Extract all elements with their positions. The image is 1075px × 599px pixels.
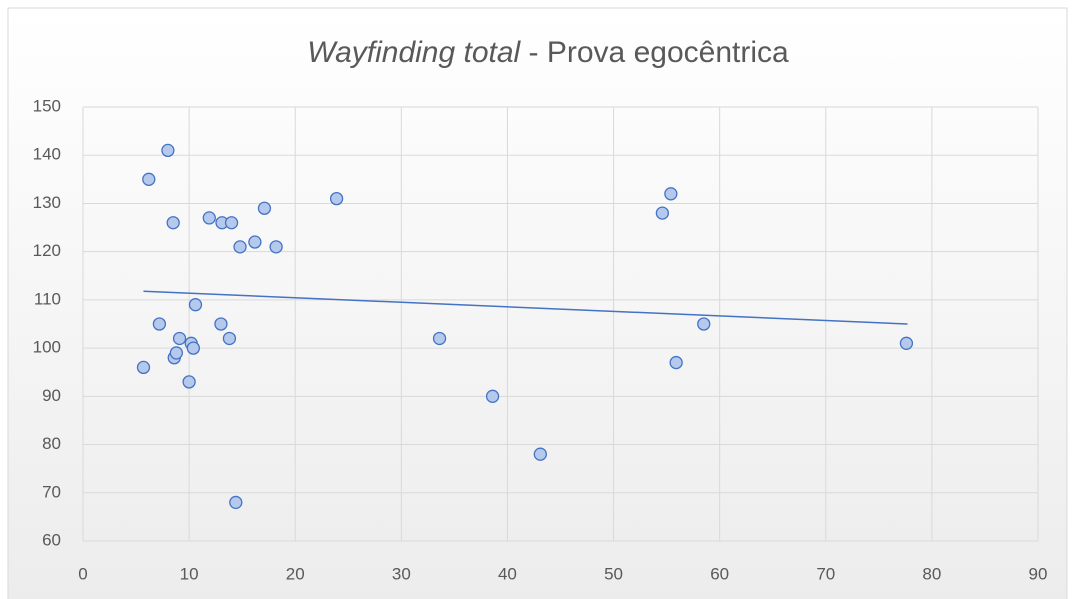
x-tick-label: 80 bbox=[922, 564, 941, 583]
point bbox=[161, 143, 175, 158]
point bbox=[533, 447, 547, 461]
y-tick-label: 90 bbox=[42, 386, 61, 405]
point bbox=[655, 206, 670, 220]
y-tick-label: 150 bbox=[33, 96, 61, 115]
y-tick-label: 140 bbox=[33, 145, 61, 164]
y-tick-label: 120 bbox=[33, 241, 61, 260]
point bbox=[233, 240, 247, 254]
chart-frame bbox=[7, 7, 1068, 599]
point bbox=[229, 495, 243, 510]
point bbox=[172, 331, 187, 346]
point bbox=[142, 172, 156, 186]
point bbox=[664, 187, 678, 201]
point bbox=[188, 298, 203, 312]
y-tick-label: 100 bbox=[33, 338, 61, 357]
y-tick-label: 80 bbox=[42, 434, 61, 453]
point bbox=[269, 240, 283, 254]
title-italic: Wayfinding total bbox=[307, 36, 521, 69]
point bbox=[248, 235, 262, 249]
y-tick-label: 130 bbox=[33, 193, 61, 212]
y-tick-label: 110 bbox=[34, 289, 61, 308]
point bbox=[136, 360, 151, 375]
point bbox=[224, 216, 239, 230]
trendline bbox=[143, 290, 908, 325]
x-tick-label: 90 bbox=[1029, 564, 1048, 583]
point bbox=[697, 317, 711, 331]
point bbox=[432, 331, 447, 346]
point bbox=[202, 211, 216, 225]
y-tick-label: 70 bbox=[42, 482, 61, 501]
x-tick-label: 50 bbox=[604, 564, 623, 583]
y-tick-label: 60 bbox=[42, 530, 61, 549]
point bbox=[669, 355, 683, 370]
chart-title: Wayfinding total - Prova egocêntrica bbox=[307, 36, 789, 69]
x-tick-label: 10 bbox=[180, 564, 199, 583]
point bbox=[169, 346, 184, 360]
point bbox=[329, 191, 344, 206]
point bbox=[222, 331, 237, 346]
x-tick-label: 60 bbox=[710, 564, 729, 583]
title-rest: - Prova egocêntrica bbox=[529, 36, 789, 69]
point bbox=[166, 216, 180, 230]
point bbox=[257, 201, 272, 215]
x-tick-label: 20 bbox=[286, 564, 305, 583]
x-tick-label: 70 bbox=[816, 564, 835, 583]
x-tick-label: 40 bbox=[498, 564, 517, 583]
x-tick-label: 30 bbox=[392, 564, 411, 583]
point bbox=[186, 341, 201, 355]
point bbox=[152, 317, 167, 331]
x-tick-label: 0 bbox=[78, 564, 87, 583]
point bbox=[214, 317, 228, 331]
point bbox=[182, 375, 196, 389]
point bbox=[899, 336, 914, 350]
point bbox=[485, 389, 500, 403]
